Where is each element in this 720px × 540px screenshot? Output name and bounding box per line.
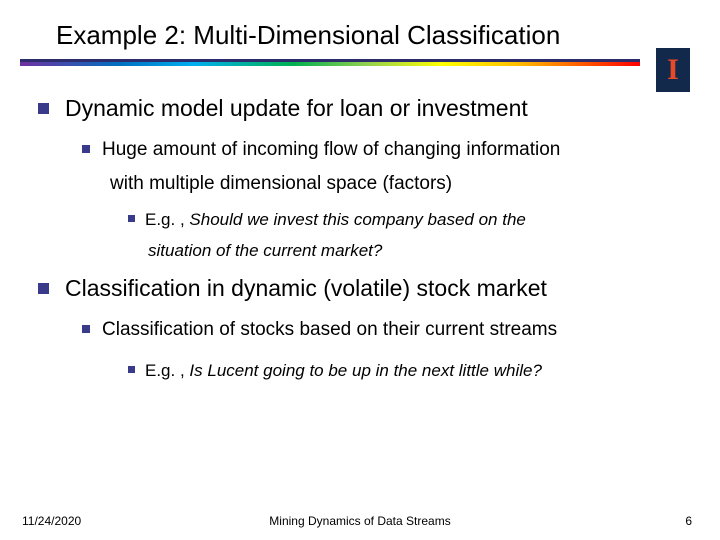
- square-bullet-icon: [128, 215, 135, 222]
- square-bullet-icon: [82, 325, 90, 333]
- bullet-level2: Huge amount of incoming flow of changing…: [82, 138, 680, 163]
- title-divider: [0, 59, 720, 67]
- bullet-text: Classification in dynamic (volatile) sto…: [65, 275, 547, 302]
- bullet-level3: E.g. , Is Lucent going to be up in the n…: [128, 360, 680, 382]
- footer-title: Mining Dynamics of Data Streams: [269, 514, 450, 528]
- bullet-level2: Classification of stocks based on their …: [82, 318, 680, 343]
- slide-footer: 11/24/2020 Mining Dynamics of Data Strea…: [0, 514, 720, 528]
- bullet-level1: Dynamic model update for loan or investm…: [38, 95, 680, 122]
- bullet-text: E.g. , Should we invest this company bas…: [145, 209, 526, 231]
- footer-date: 11/24/2020: [22, 514, 81, 528]
- bullet-level1: Classification in dynamic (volatile) sto…: [38, 275, 680, 302]
- bullet-text-cont: with multiple dimensional space (factors…: [110, 173, 680, 195]
- square-bullet-icon: [128, 366, 135, 373]
- bullet-text: Huge amount of incoming flow of changing…: [102, 138, 560, 163]
- uiuc-logo: I: [656, 48, 690, 92]
- bullet-level3: E.g. , Should we invest this company bas…: [128, 209, 680, 231]
- slide-title: Example 2: Multi-Dimensional Classificat…: [0, 0, 720, 59]
- square-bullet-icon: [82, 145, 90, 153]
- bullet-text: Classification of stocks based on their …: [102, 318, 557, 343]
- slide-body: Dynamic model update for loan or investm…: [0, 67, 720, 383]
- bullet-text-cont: situation of the current market?: [148, 241, 680, 261]
- footer-page-number: 6: [685, 514, 692, 528]
- square-bullet-icon: [38, 283, 49, 294]
- bullet-text: E.g. , Is Lucent going to be up in the n…: [145, 360, 542, 382]
- bullet-text: Dynamic model update for loan or investm…: [65, 95, 528, 122]
- square-bullet-icon: [38, 103, 49, 114]
